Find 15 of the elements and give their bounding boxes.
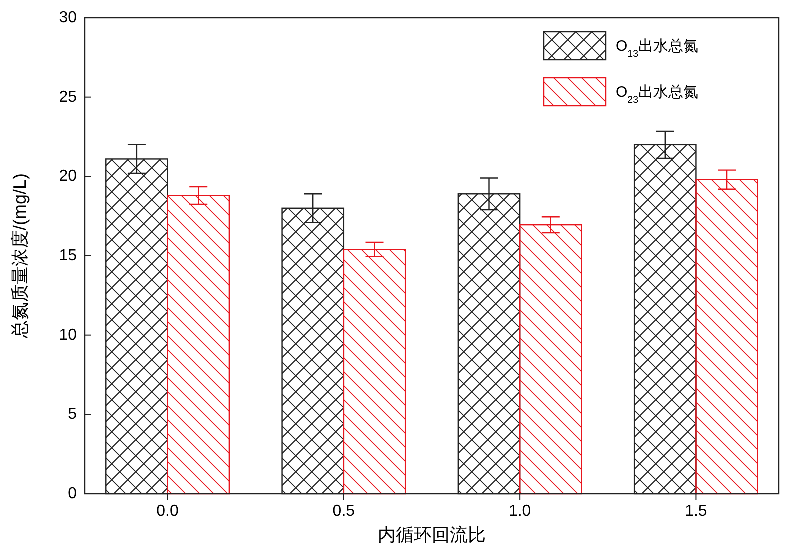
y-tick-label: 5 — [68, 406, 78, 424]
x-tick-label: 0.5 — [332, 503, 356, 520]
x-axis-title: 内循环回流比 — [378, 525, 486, 545]
x-tick-label: 1.5 — [685, 503, 708, 520]
legend-label: O$_{23}$出水总氮 — [616, 84, 699, 106]
y-tick-label: 20 — [59, 168, 78, 186]
x-tick-label: 0.0 — [156, 503, 180, 520]
y-tick-label: 10 — [59, 326, 78, 344]
y-tick-label: 30 — [59, 10, 78, 26]
y-tick-label: 25 — [59, 88, 78, 106]
y-axis-title: 总氮质量浓度/(mg/L) — [10, 173, 30, 340]
x-tick-label: 1.0 — [508, 503, 532, 520]
y-tick-label: 0 — [68, 486, 78, 502]
legend-label: O$_{13}$出水总氮 — [616, 38, 699, 60]
y-tick-label: 15 — [59, 248, 78, 264]
